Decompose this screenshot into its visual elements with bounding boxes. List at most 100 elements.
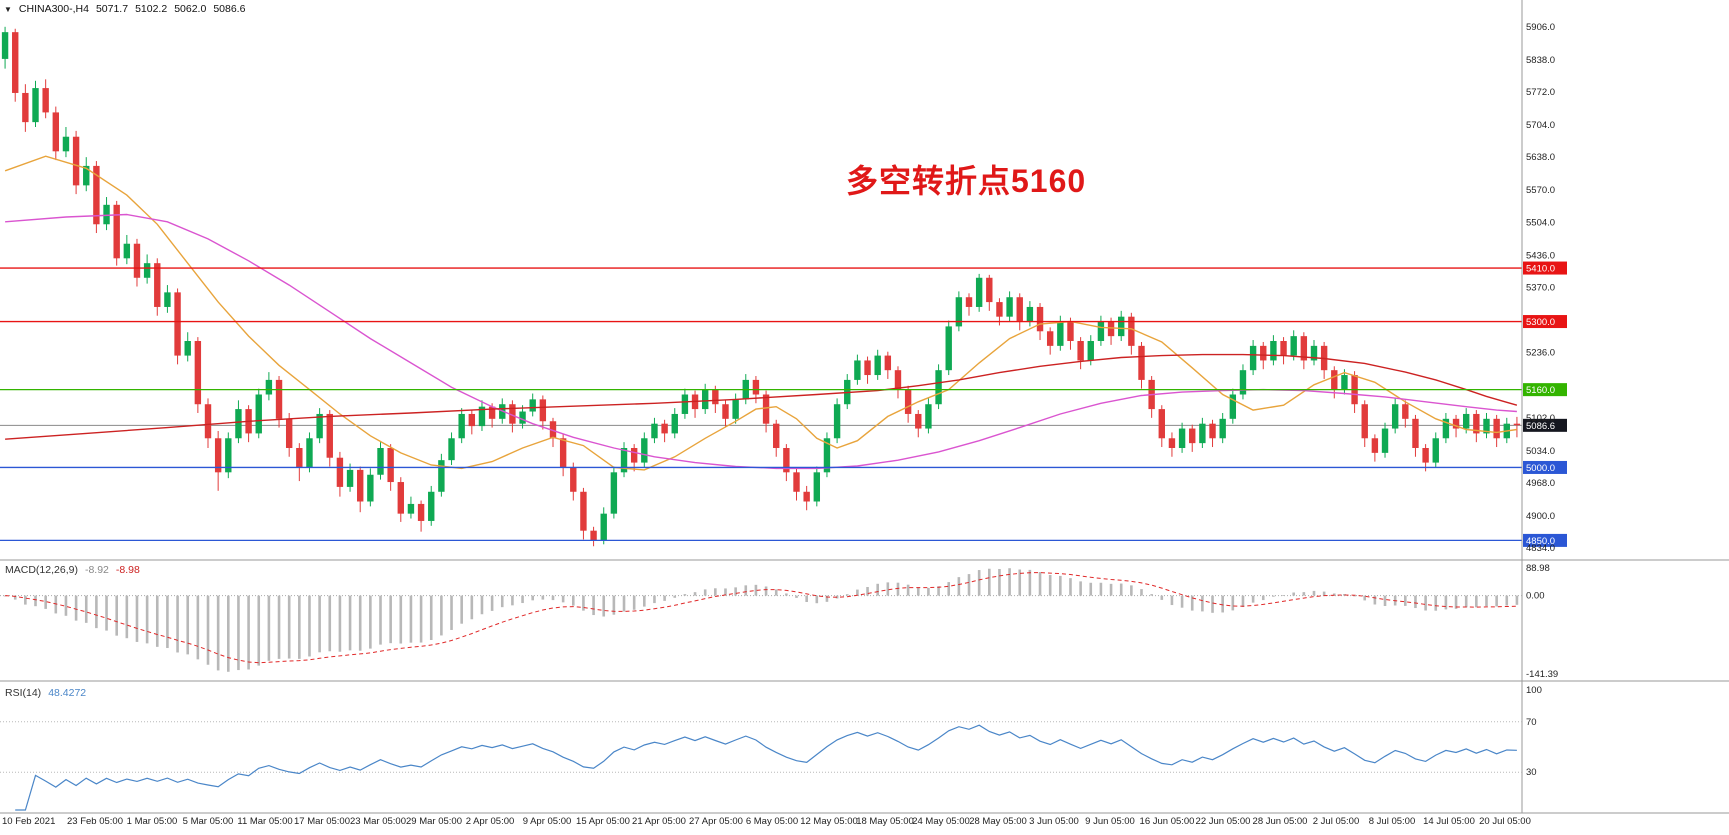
candle-body	[1229, 394, 1237, 419]
macd-histogram-bar	[551, 595, 555, 601]
candle-body	[1331, 370, 1338, 390]
candle-body	[1219, 418, 1226, 439]
y-axis-tick: 5370.0	[1526, 283, 1555, 294]
macd-histogram-bar	[1231, 595, 1235, 611]
macd-histogram-bar	[582, 595, 585, 611]
x-date-label: 10 Feb 2021	[2, 816, 55, 827]
candle-body	[1087, 341, 1094, 361]
candle-body	[1118, 316, 1125, 337]
candle-body	[12, 32, 19, 93]
candle-body	[367, 474, 374, 502]
macd-histogram-bar	[227, 595, 230, 672]
macd-histogram-bar	[1261, 595, 1265, 601]
candle-body	[306, 438, 313, 468]
macd-histogram-bar	[937, 586, 940, 596]
macd-histogram-bar	[1109, 583, 1113, 596]
macd-histogram-bar	[886, 582, 890, 596]
candle-body	[103, 204, 110, 225]
macd-histogram-bar	[693, 592, 697, 596]
candle-body	[1036, 306, 1044, 332]
macd-histogram-bar	[1434, 595, 1438, 611]
macd-histogram-bar	[1302, 592, 1306, 596]
macd-histogram-bar	[267, 595, 271, 661]
candle-body	[1422, 448, 1429, 463]
candle-body	[174, 292, 181, 356]
candle-body	[83, 165, 90, 186]
price-badge[interactable]	[1523, 418, 1567, 432]
price-badge[interactable]	[1523, 261, 1567, 275]
macd-histogram-bar	[1312, 590, 1316, 596]
macd-histogram-bar	[1180, 595, 1184, 608]
candle-body	[377, 448, 384, 475]
candle-body	[1473, 413, 1480, 434]
candle-body	[1300, 336, 1308, 361]
macd-label: MACD(12,26,9) -8.92 -8.98	[5, 564, 140, 576]
candle-body	[965, 297, 973, 307]
candle-body	[894, 370, 902, 390]
candle-body	[661, 423, 668, 434]
macd-scale-max: 88.98	[1526, 563, 1550, 574]
macd-histogram-bar	[338, 595, 342, 652]
macd-histogram-bar	[1404, 595, 1407, 606]
x-date-label: 24 May 05:00	[912, 816, 970, 827]
macd-histogram-bar	[856, 589, 859, 596]
dropdown-triangle-icon[interactable]: ▼	[4, 4, 12, 14]
macd-histogram-bar	[988, 568, 991, 596]
candle-body	[833, 404, 841, 439]
macd-histogram-bar	[1089, 582, 1093, 596]
macd-histogram-bar	[1069, 578, 1072, 596]
rsi-name: RSI(14)	[5, 687, 42, 699]
macd-histogram-bar	[125, 595, 129, 639]
price-badge[interactable]	[1523, 383, 1567, 397]
macd-histogram-bar	[480, 595, 484, 615]
macd-histogram-bar	[896, 582, 900, 596]
candle-body	[1158, 409, 1165, 439]
candle-body	[438, 460, 445, 492]
macd-histogram-bar	[1343, 593, 1346, 596]
candle-body	[458, 413, 465, 439]
ma-line-ma-mid	[5, 213, 1517, 470]
candle-body	[397, 482, 404, 514]
candle-body	[225, 438, 232, 473]
candle-body	[1097, 321, 1105, 341]
macd-histogram-bar	[470, 595, 474, 620]
macd-histogram-bar	[145, 595, 149, 644]
macd-histogram-bar	[1485, 595, 1488, 607]
candle-body	[275, 379, 283, 419]
macd-histogram-bar	[998, 568, 1001, 596]
macd-histogram-bar	[724, 588, 727, 596]
candle-body	[1402, 404, 1409, 419]
macd-histogram-bar	[1130, 585, 1133, 596]
candle-body	[316, 413, 323, 439]
x-date-label: 2 Apr 05:00	[466, 816, 515, 827]
candle-body	[925, 404, 932, 429]
price-badge[interactable]	[1523, 460, 1567, 474]
candle-body	[884, 355, 892, 371]
macd-histogram-bar	[967, 574, 971, 596]
candle-body	[671, 413, 678, 434]
candle-body	[1138, 345, 1145, 380]
candle-body	[1493, 418, 1500, 439]
macd-histogram-bar	[916, 587, 920, 596]
macd-histogram-bar	[409, 595, 413, 643]
y-axis-tick: 5704.0	[1526, 120, 1555, 131]
price-badge[interactable]	[1523, 533, 1567, 547]
x-date-label: 6 May 05:00	[746, 816, 798, 827]
macd-histogram-bar	[500, 595, 504, 608]
macd-histogram-bar	[957, 577, 961, 596]
macd-histogram-bar	[1454, 595, 1458, 609]
candle-body	[1239, 370, 1247, 395]
macd-histogram-bar	[835, 595, 839, 599]
macd-histogram-bar	[399, 595, 403, 644]
candle-body	[133, 243, 141, 278]
candle-body	[1381, 428, 1389, 453]
candle-body	[590, 530, 597, 541]
macd-histogram-bar	[1292, 592, 1295, 596]
x-date-label: 23 Feb 05:00	[67, 816, 123, 827]
annotation-text[interactable]: 多空转折点5160	[846, 163, 1087, 199]
macd-histogram-bar	[166, 595, 169, 649]
macd-histogram-bar	[764, 586, 768, 596]
price-badge[interactable]	[1523, 315, 1567, 329]
